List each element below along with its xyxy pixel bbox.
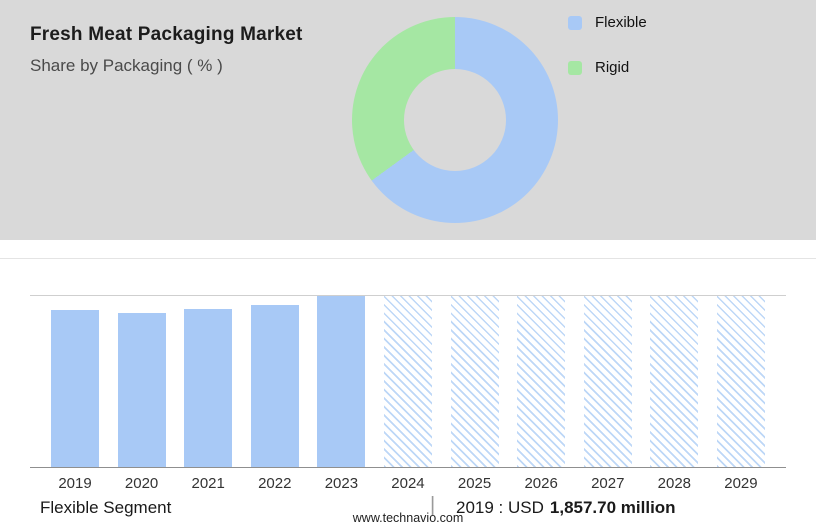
donut-chart bbox=[352, 17, 558, 223]
footer-value: 2019 : USD 1,857.70 million bbox=[456, 498, 676, 518]
bars-row bbox=[30, 296, 786, 467]
page-title: Fresh Meat Packaging Market bbox=[30, 24, 303, 45]
value-prefix: 2019 : USD bbox=[456, 498, 544, 517]
x-axis-label-2024: 2024 bbox=[391, 475, 425, 492]
bar-chart-panel: 2019 2020 2021 2022 2023 2024 2025 2026 2027 2028… bbox=[0, 240, 816, 528]
section-separator bbox=[0, 258, 816, 259]
legend-item-rigid: Rigid bbox=[568, 59, 647, 76]
x-axis-label-2027: 2027 bbox=[591, 475, 625, 492]
x-axis-label-2022: 2022 bbox=[258, 475, 292, 492]
x-axis-label-2026: 2026 bbox=[524, 475, 558, 492]
bar-2019 bbox=[51, 309, 99, 467]
x-axis-label-2023: 2023 bbox=[324, 475, 359, 492]
footer-divider: | bbox=[430, 494, 436, 516]
title-block: Fresh Meat Packaging Market Share by Pac… bbox=[30, 24, 303, 76]
bar-2022 bbox=[250, 304, 299, 467]
bar-2024 bbox=[383, 296, 432, 467]
x-axis-labels: 2019 2020 2021 2022 2023 2024 2025 2026 2027 2028… bbox=[30, 475, 786, 492]
chart-legend: Flexible Rigid bbox=[568, 14, 647, 104]
bar-2026 bbox=[517, 296, 566, 467]
bar-chart bbox=[30, 295, 786, 468]
bar-2029 bbox=[716, 296, 765, 467]
x-axis-label-2020: 2020 bbox=[124, 475, 159, 492]
legend-item-flexible: Flexible bbox=[568, 14, 647, 31]
website-url: www.technavio.com bbox=[352, 511, 464, 525]
x-axis-label-2029: 2029 bbox=[724, 475, 758, 492]
legend-swatch bbox=[568, 60, 582, 75]
legend-label: Flexible bbox=[595, 14, 647, 31]
segment-label: Flexible Segment bbox=[40, 498, 172, 517]
value-amount: 1,857.70 million bbox=[549, 498, 676, 517]
bar-2028 bbox=[650, 296, 699, 467]
x-axis-label-2019: 2019 bbox=[58, 475, 92, 492]
page-subtitle: Share by Packaging ( % ) bbox=[30, 56, 223, 75]
x-axis-label-2028: 2028 bbox=[657, 475, 692, 492]
header-panel: Fresh Meat Packaging Market Share by Pac… bbox=[0, 0, 816, 240]
x-axis-label-2021: 2021 bbox=[191, 475, 225, 492]
bar-2025 bbox=[450, 296, 499, 467]
legend-label: Rigid bbox=[595, 59, 630, 76]
legend-swatch bbox=[568, 15, 582, 30]
x-axis-label-2025: 2025 bbox=[457, 475, 492, 492]
bar-2021 bbox=[184, 308, 233, 467]
bar-2023 bbox=[317, 296, 366, 467]
bar-2027 bbox=[583, 296, 632, 467]
bar-2020 bbox=[117, 313, 166, 467]
